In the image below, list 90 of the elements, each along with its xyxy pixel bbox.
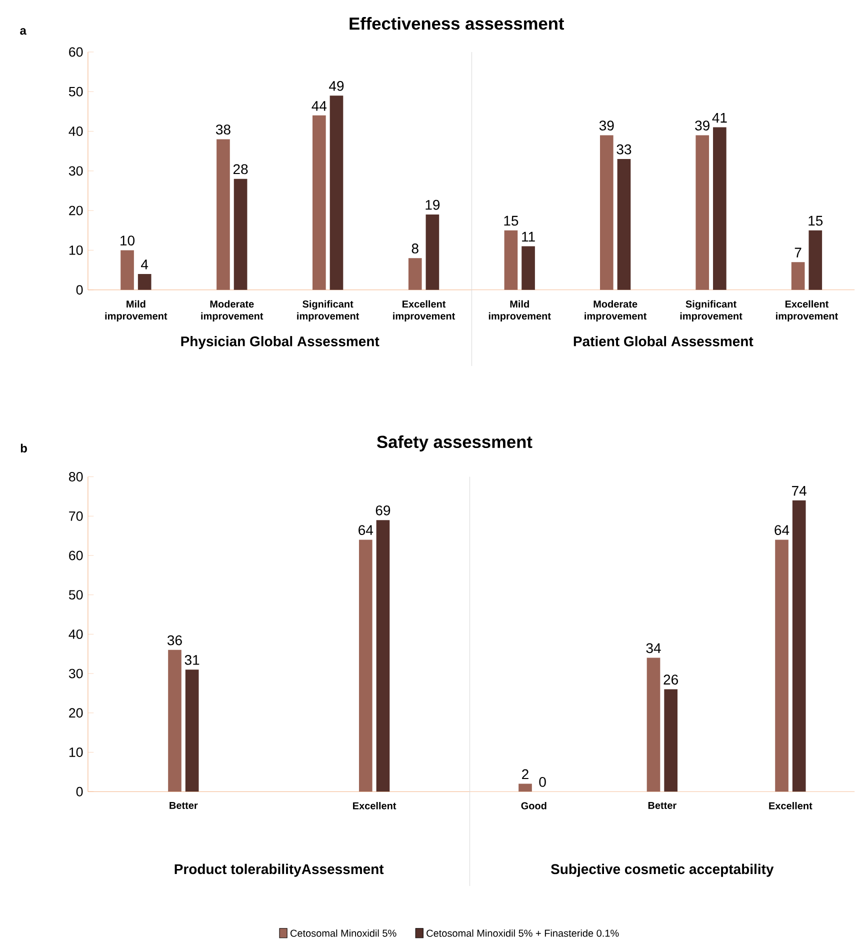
data-label: 2: [522, 769, 528, 780]
bar: [330, 96, 344, 290]
bar: [312, 115, 326, 290]
data-label: 64: [358, 525, 374, 536]
bar: [791, 262, 805, 290]
chart-title: Effectiveness assessment: [350, 17, 564, 30]
data-label: 8: [412, 244, 418, 254]
data-label: 34: [646, 643, 661, 654]
bar: [792, 500, 806, 792]
x-tick-label: Moderate improvement: [584, 300, 647, 322]
data-label: 4: [141, 260, 148, 270]
x-tick-label: Excellent improvement: [776, 300, 838, 322]
bar: [185, 670, 199, 792]
bar: [646, 658, 660, 792]
x-tick-label: Mild improvement: [105, 300, 168, 322]
data-label: 39: [599, 120, 614, 131]
bar: [120, 250, 134, 290]
legend-label: Cetosomal Minoxidil 5%: [290, 929, 396, 937]
y-tick-label: 30: [69, 166, 83, 176]
y-tick-label: 80: [69, 472, 83, 482]
data-label: 74: [792, 486, 807, 496]
chart-title: Safety assessment: [377, 435, 532, 452]
data-label: 31: [184, 655, 200, 665]
bar: [617, 159, 631, 290]
data-label: 26: [664, 674, 678, 685]
x-axis-title: Product tolerabilityAssessment: [174, 864, 384, 877]
data-label: 15: [808, 216, 823, 226]
y-tick-label: 40: [68, 126, 83, 136]
text: a: [20, 28, 27, 35]
bar: [713, 127, 726, 290]
x-tick-label: Moderate improvement: [201, 300, 264, 322]
bar: [168, 650, 182, 792]
y-tick-label: 10: [70, 245, 83, 255]
data-label: 11: [522, 232, 535, 242]
data-label: 49: [329, 80, 344, 91]
x-tick-label: Excellent improvement: [393, 300, 456, 322]
bar: [504, 230, 518, 290]
bar: [518, 784, 532, 792]
data-label: 7: [794, 248, 802, 258]
bar: [426, 214, 440, 290]
bar: [234, 178, 248, 290]
bar: [408, 258, 422, 290]
bar: [808, 230, 822, 290]
bar: [522, 246, 536, 290]
y-tick-label: 20: [69, 206, 83, 216]
data-label: 39: [695, 120, 710, 131]
y-tick-label: 50: [69, 86, 83, 96]
bar: [376, 520, 390, 792]
data-label: 28: [234, 164, 248, 174]
bar: [359, 540, 372, 792]
x-tick-label: Better: [648, 802, 677, 809]
y-tick-label: 50: [69, 590, 83, 600]
data-label: 0: [539, 777, 546, 787]
x-tick-label: Good: [521, 802, 546, 810]
bar: [216, 139, 230, 290]
data-label: 15: [504, 216, 518, 226]
x-tick-label: Significant improvement: [297, 300, 360, 322]
data-label: 69: [376, 505, 390, 516]
data-label: 64: [774, 525, 790, 536]
y-tick-label: 10: [70, 748, 83, 757]
x-tick-label: Mild improvement: [489, 300, 551, 322]
text: b: [20, 444, 28, 453]
y-tick-label: 60: [69, 47, 83, 57]
y-tick-label: 60: [69, 550, 83, 560]
y-tick-label: 0: [76, 786, 83, 796]
data-label: 41: [712, 112, 727, 123]
bar: [138, 274, 152, 290]
data-label: 44: [312, 101, 327, 111]
data-label: 36: [168, 635, 182, 646]
y-tick-label: 40: [68, 629, 83, 639]
x-tick-label: Significant improvement: [680, 300, 742, 322]
bar: [664, 689, 678, 792]
legend-label: Cetosomal Minoxidil 5% + Finasteride 0.1%: [426, 929, 619, 937]
x-axis-title: Patient Global Assessment: [574, 336, 754, 346]
bar: [600, 135, 614, 290]
x-axis-title: Physician Global Assessment: [181, 336, 380, 350]
y-tick-label: 20: [69, 708, 83, 718]
x-tick-label: Better: [170, 802, 198, 809]
x-tick-label: Excellent: [769, 802, 812, 810]
y-tick-label: 0: [76, 285, 83, 295]
x-tick-label: Excellent: [353, 802, 396, 810]
x-axis-title: Subjective cosmetic acceptability: [551, 864, 774, 877]
bar: [775, 540, 789, 792]
data-label: 19: [426, 200, 440, 210]
data-label: 33: [616, 144, 632, 154]
y-tick-label: 30: [69, 668, 83, 678]
data-label: 38: [216, 124, 230, 134]
data-label: 10: [120, 236, 135, 246]
y-tick-label: 70: [69, 511, 83, 521]
bar: [696, 135, 710, 290]
